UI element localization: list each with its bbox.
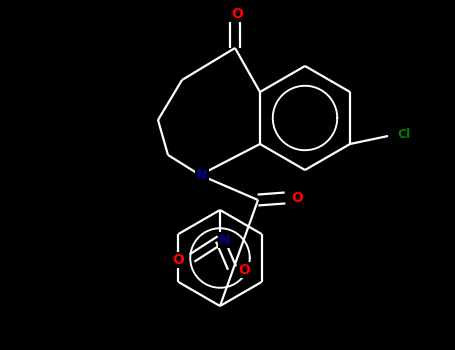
Text: O: O [231,7,243,21]
Text: O: O [291,191,303,205]
Text: N: N [219,233,231,247]
Text: O: O [172,253,184,267]
Text: N: N [196,168,208,182]
Text: O: O [238,263,250,277]
Text: Cl: Cl [397,127,411,140]
